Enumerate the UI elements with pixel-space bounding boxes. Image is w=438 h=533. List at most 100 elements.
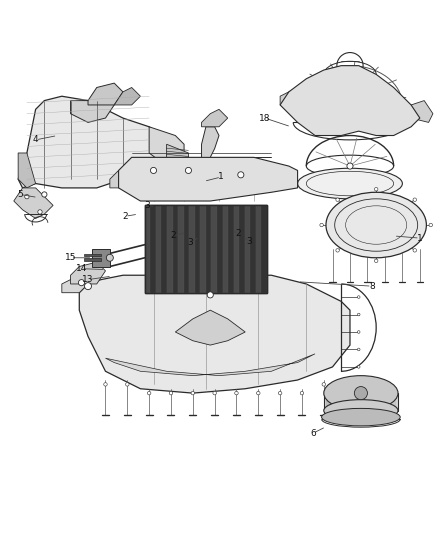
Bar — [373, 393, 378, 410]
Circle shape — [339, 383, 343, 386]
Bar — [156, 205, 162, 293]
Polygon shape — [149, 127, 184, 166]
Bar — [184, 205, 189, 293]
Polygon shape — [71, 262, 106, 284]
Bar — [145, 205, 267, 293]
Circle shape — [347, 163, 353, 169]
Ellipse shape — [321, 408, 400, 426]
Circle shape — [38, 210, 42, 214]
Ellipse shape — [326, 192, 426, 258]
Polygon shape — [88, 83, 123, 105]
Bar — [256, 205, 261, 293]
Polygon shape — [280, 66, 420, 135]
Bar — [390, 393, 396, 410]
Bar — [343, 393, 349, 410]
Polygon shape — [175, 310, 245, 345]
Circle shape — [148, 391, 151, 395]
Polygon shape — [62, 275, 88, 293]
Text: 6: 6 — [310, 429, 316, 438]
Bar — [84, 258, 101, 261]
Text: 18: 18 — [259, 114, 271, 123]
Text: 2: 2 — [236, 229, 241, 238]
Text: 2: 2 — [170, 231, 176, 240]
Polygon shape — [114, 87, 141, 105]
Text: 1: 1 — [218, 173, 224, 182]
Circle shape — [257, 391, 260, 395]
Bar — [206, 205, 212, 293]
Bar — [332, 393, 338, 410]
Circle shape — [169, 391, 173, 395]
Bar — [361, 393, 367, 410]
Bar — [217, 205, 223, 293]
Circle shape — [336, 248, 339, 252]
Circle shape — [357, 348, 360, 351]
Text: 3: 3 — [144, 201, 150, 210]
Ellipse shape — [297, 168, 403, 199]
Circle shape — [357, 366, 360, 368]
Circle shape — [235, 391, 238, 395]
Circle shape — [213, 391, 216, 395]
Bar — [200, 205, 206, 293]
Bar — [384, 393, 390, 410]
Text: 14: 14 — [76, 264, 87, 273]
Circle shape — [300, 391, 304, 395]
Ellipse shape — [324, 400, 398, 422]
Circle shape — [25, 195, 29, 199]
Bar — [212, 205, 217, 293]
Circle shape — [78, 280, 85, 286]
Circle shape — [357, 330, 360, 333]
Text: 1: 1 — [417, 233, 423, 243]
Circle shape — [185, 167, 191, 174]
Polygon shape — [18, 96, 166, 188]
Circle shape — [104, 383, 107, 386]
Text: 8: 8 — [369, 281, 374, 290]
Text: 15: 15 — [65, 253, 76, 262]
Polygon shape — [79, 275, 350, 393]
Circle shape — [413, 248, 417, 252]
Polygon shape — [14, 188, 53, 219]
Polygon shape — [71, 101, 114, 123]
Bar — [378, 393, 384, 410]
Bar — [355, 393, 361, 410]
Circle shape — [357, 296, 360, 298]
Polygon shape — [166, 144, 188, 166]
Bar — [234, 205, 239, 293]
Bar — [84, 254, 101, 256]
Bar — [338, 393, 343, 410]
Polygon shape — [119, 157, 297, 201]
Circle shape — [354, 386, 367, 400]
Polygon shape — [201, 109, 228, 127]
Text: 3: 3 — [247, 237, 252, 246]
Circle shape — [374, 188, 378, 191]
Bar — [228, 205, 234, 293]
Polygon shape — [92, 249, 110, 266]
Circle shape — [374, 259, 378, 263]
Circle shape — [238, 172, 244, 178]
Bar — [251, 205, 256, 293]
Bar — [178, 205, 184, 293]
Polygon shape — [106, 354, 315, 376]
Bar — [167, 205, 173, 293]
Polygon shape — [18, 153, 35, 188]
Bar — [239, 205, 245, 293]
Bar — [326, 393, 332, 410]
Polygon shape — [324, 393, 398, 410]
Circle shape — [429, 223, 432, 227]
Bar — [245, 205, 251, 293]
Polygon shape — [201, 127, 219, 157]
Bar — [162, 205, 167, 293]
Circle shape — [322, 383, 325, 386]
Circle shape — [207, 292, 213, 298]
Circle shape — [42, 192, 47, 197]
Polygon shape — [110, 171, 123, 188]
Bar — [261, 205, 267, 293]
Bar — [150, 205, 156, 293]
Text: 2: 2 — [122, 212, 128, 221]
Circle shape — [126, 383, 129, 386]
Circle shape — [336, 198, 339, 201]
Bar — [367, 393, 373, 410]
Bar — [173, 205, 178, 293]
Circle shape — [413, 198, 417, 201]
Bar — [195, 205, 200, 293]
Bar — [189, 205, 195, 293]
